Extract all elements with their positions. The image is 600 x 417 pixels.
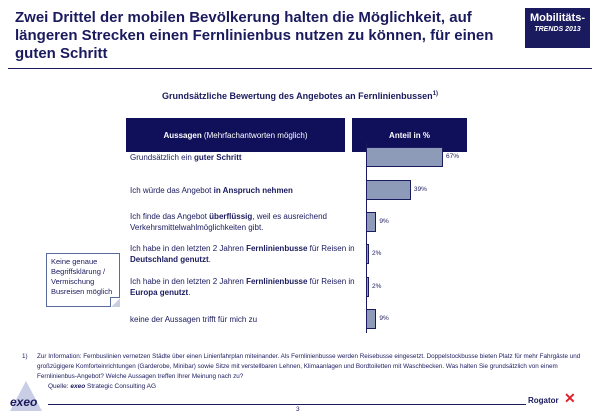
- label-part: Europa genutzt: [130, 288, 189, 297]
- header-bold: Aussagen: [163, 130, 202, 140]
- column-header-share: Anteil in %: [352, 118, 467, 152]
- category-label: Ich würde das Angebot in Anspruch nehmen: [130, 185, 360, 196]
- source-rest: Strategic Consulting AG: [85, 383, 157, 390]
- data-label: 2%: [372, 250, 382, 257]
- bar: [366, 180, 411, 200]
- exeo-logo: exeo: [4, 381, 48, 415]
- category-label: Ich finde das Angebot überflüssig, weil …: [130, 211, 360, 233]
- category-label: Grundsätzlich ein guter Schritt: [130, 152, 360, 163]
- label-part: keine der Aussagen trifft für mich zu: [130, 314, 258, 324]
- bar: [366, 147, 444, 167]
- source: Quelle: exeo Strategic Consulting AG: [48, 383, 156, 390]
- badge-line1: Mobilitäts-: [530, 12, 585, 24]
- label-part: Ich würde das Angebot: [130, 185, 214, 195]
- data-label: 9%: [379, 315, 389, 322]
- data-label: 39%: [413, 186, 427, 193]
- header-rest: (Mehrfachantworten möglich): [201, 130, 308, 140]
- category-label: Ich habe in den letzten 2 Jahren Fernlin…: [130, 276, 360, 298]
- label-part: Ich habe in den letzten 2 Jahren: [130, 244, 247, 253]
- label-part: Fernlinienbusse: [246, 244, 308, 253]
- bar: [366, 309, 377, 329]
- label-part: .: [208, 255, 211, 264]
- chart-title-footnote-ref: 1): [432, 91, 439, 97]
- label-part: Ich finde das Angebot: [130, 212, 210, 221]
- category-label: Ich habe in den letzten 2 Jahren Fernlin…: [130, 243, 360, 265]
- label-part: für Reisen in: [307, 244, 355, 253]
- footnote: 1) Zur Information: Fernbuslinien vernetz…: [22, 352, 587, 382]
- bar: [366, 212, 377, 232]
- chart-title: Grundsätzliche Bewertung des Angebotes a…: [0, 91, 600, 101]
- label-part: Ich habe in den letzten 2 Jahren: [130, 277, 247, 286]
- label-part: Grundsätzlich ein: [130, 152, 195, 162]
- mobilitaets-trends-badge: Mobilitäts- TRENDS 2013: [525, 8, 590, 48]
- badge-line2: TRENDS 2013: [534, 26, 581, 33]
- label-part: , weil es ausreichend Verkehrsmittelwahl…: [130, 212, 328, 232]
- source-brand: exeo: [70, 383, 86, 390]
- rogator-logo-text: Rogator: [528, 396, 559, 405]
- label-part: für Reisen in: [307, 277, 355, 286]
- chart-title-text: Grundsätzliche Bewertung des Angebotes a…: [161, 91, 433, 101]
- label-part: guter Schritt: [194, 152, 242, 162]
- label-part: überflüssig: [209, 212, 253, 221]
- page-number: 3: [296, 406, 300, 413]
- note-text: Keine genaue Begriffsklärung / Vermischu…: [51, 257, 113, 296]
- label-part: .: [188, 288, 191, 297]
- label-part: Fernlinienbusse: [246, 277, 308, 286]
- rogator-x-icon: ✕: [564, 390, 576, 406]
- column-header-statements: Aussagen (Mehrfachantworten möglich): [126, 118, 345, 152]
- footnote-text: Zur Information: Fernbuslinien vernetzen…: [37, 353, 581, 380]
- data-label: 67%: [446, 153, 460, 160]
- data-label: 9%: [379, 218, 389, 225]
- rogator-logo: Rogator ✕: [528, 390, 576, 406]
- data-label: 2%: [372, 283, 382, 290]
- exeo-logo-text: exeo: [10, 395, 38, 409]
- category-label: keine der Aussagen trifft für mich zu: [130, 314, 360, 325]
- source-label: Quelle:: [48, 383, 71, 390]
- label-part: in Anspruch nehmen: [213, 185, 293, 195]
- label-part: Deutschland genutzt: [130, 255, 209, 264]
- note-fold-icon: [110, 297, 120, 307]
- chart-axis: [366, 143, 367, 333]
- footnote-number: 1): [22, 353, 28, 360]
- title-divider: [8, 68, 592, 69]
- footer-divider: [48, 404, 526, 405]
- slide-title: Zwei Drittel der mobilen Bevölkerung hal…: [15, 9, 494, 62]
- callout-note: Keine genaue Begriffsklärung / Vermischu…: [46, 253, 120, 307]
